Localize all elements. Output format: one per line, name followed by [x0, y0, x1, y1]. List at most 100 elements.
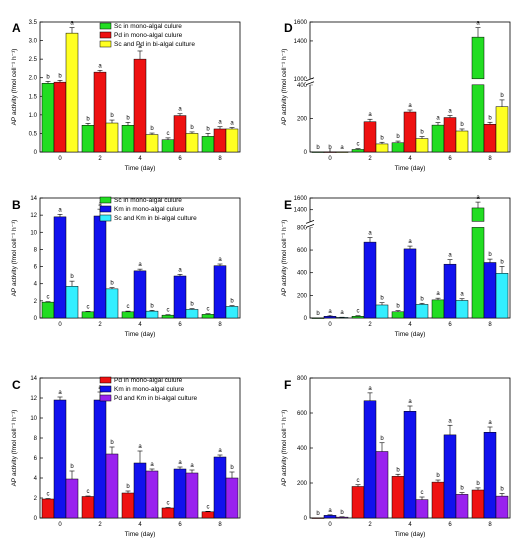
- bar: [455, 300, 469, 319]
- bar: [351, 316, 365, 319]
- x-tick-label: 2: [98, 522, 102, 528]
- bar: [431, 299, 445, 319]
- bar: [213, 128, 227, 153]
- significance-letter: a: [436, 291, 440, 297]
- legend-entry: Pd and Km in bi-algal culture: [114, 395, 197, 402]
- significance-letter: a: [448, 253, 452, 259]
- significance-letter: c: [127, 304, 130, 310]
- y-tick-label: 14: [30, 196, 37, 202]
- series-1: a a a a a: [323, 386, 497, 519]
- significance-letter: a: [340, 145, 344, 151]
- significance-letter: c: [47, 295, 50, 301]
- bar: [133, 462, 147, 519]
- panel-letter: B: [12, 198, 21, 212]
- significance-letter: c: [87, 489, 90, 495]
- y-tick-label: 10: [30, 230, 37, 236]
- significance-letter: a: [408, 239, 412, 245]
- bar: [363, 400, 377, 519]
- x-tick-label: 0: [58, 156, 62, 162]
- y-tick-label: 6: [34, 265, 38, 271]
- significance-letter: a: [408, 103, 412, 109]
- bar: [173, 115, 187, 153]
- significance-letter: b: [500, 259, 504, 265]
- bar: [41, 498, 55, 519]
- y-tick-label: 0: [34, 516, 38, 522]
- significance-letter: b: [190, 302, 194, 308]
- x-axis-label: Time (day): [125, 165, 156, 172]
- bar: [311, 151, 325, 153]
- x-tick-label: 4: [138, 522, 142, 528]
- y-tick-label: 1400: [294, 39, 308, 45]
- bar: [495, 106, 509, 153]
- bar: [471, 227, 485, 319]
- bar: [173, 275, 187, 319]
- y-tick-label: 2: [34, 496, 38, 502]
- significance-letter: c: [357, 142, 360, 148]
- bar: [93, 71, 107, 153]
- x-axis-label: Time (day): [125, 531, 156, 538]
- bar: [323, 316, 337, 319]
- legend: Pd in mono-algal culure Km in mono-algal …: [99, 376, 197, 402]
- significance-letter: b: [476, 481, 480, 487]
- bar: [173, 468, 187, 519]
- bar: [105, 288, 119, 319]
- x-tick-label: 4: [408, 156, 412, 162]
- significance-letter: b: [380, 135, 384, 141]
- legend-swatch: [99, 385, 112, 393]
- y-tick-label: 1600: [294, 196, 308, 202]
- y-axis-label: AP activity (fmol cell⁻¹ h⁻¹): [281, 49, 288, 126]
- bar: [335, 317, 349, 319]
- x-tick-label: 2: [368, 156, 372, 162]
- significance-letter: b: [340, 510, 344, 516]
- panel-a: 00.51.01.52.02.53.03.50 2 4 6 8bb bcbbaaaaabb…: [11, 20, 241, 172]
- legend: Sc in mono-algal culure Km in mono-algal …: [99, 196, 197, 222]
- significance-letter: b: [488, 115, 492, 121]
- y-tick-label: 10: [30, 416, 37, 422]
- x-tick-label: 0: [328, 322, 332, 328]
- bar: [431, 481, 445, 519]
- bar: [81, 311, 95, 319]
- bar: [41, 301, 55, 319]
- y-tick-label: 1.5: [29, 94, 38, 100]
- bar: [471, 84, 485, 153]
- series-1: a a a a a: [53, 385, 227, 519]
- series-2: a b b b b: [335, 93, 509, 153]
- bar-upper: [471, 207, 485, 222]
- significance-letter: b: [46, 74, 50, 80]
- y-tick-label: 0: [34, 316, 38, 322]
- legend-entry: Sc in mono-algal culure: [114, 23, 182, 30]
- significance-letter: a: [178, 267, 182, 273]
- bar: [375, 304, 389, 319]
- bar: [391, 476, 405, 519]
- bar: [455, 494, 469, 519]
- y-tick-label: 2: [34, 299, 38, 305]
- bar: [391, 142, 405, 153]
- significance-letter: a: [150, 462, 154, 468]
- x-tick-label: 2: [368, 322, 372, 328]
- significance-letter: c: [87, 304, 90, 310]
- significance-letter: a: [178, 107, 182, 113]
- y-tick-label: 600: [297, 248, 308, 254]
- bar: [145, 310, 159, 319]
- bar: [145, 134, 159, 153]
- x-tick-label: 8: [488, 322, 492, 328]
- y-axis-label: AP activity (fmol cell⁻¹ h⁻¹): [11, 220, 18, 297]
- x-tick-label: 8: [218, 156, 222, 162]
- x-tick-label: 6: [178, 522, 182, 528]
- significance-letter: b: [488, 252, 492, 258]
- bar: [121, 492, 135, 519]
- y-tick-label: 14: [30, 376, 37, 382]
- series-1: a a a a b: [323, 231, 497, 319]
- x-tick-label: 2: [368, 522, 372, 528]
- series-0: b c b a a: [311, 195, 485, 319]
- series-2: b b c b b: [335, 436, 509, 519]
- y-tick-label: 1400: [294, 208, 308, 214]
- panel-c: 0246810121402468ccbccaaaaabbaabTime (day…: [11, 376, 241, 538]
- x-tick-label: 0: [58, 522, 62, 528]
- significance-letter: b: [150, 126, 154, 132]
- y-tick-label: 200: [297, 481, 308, 487]
- significance-letter: b: [316, 311, 320, 317]
- significance-letter: b: [380, 296, 384, 302]
- legend-entry: Pd in mono-algal culure: [114, 377, 183, 384]
